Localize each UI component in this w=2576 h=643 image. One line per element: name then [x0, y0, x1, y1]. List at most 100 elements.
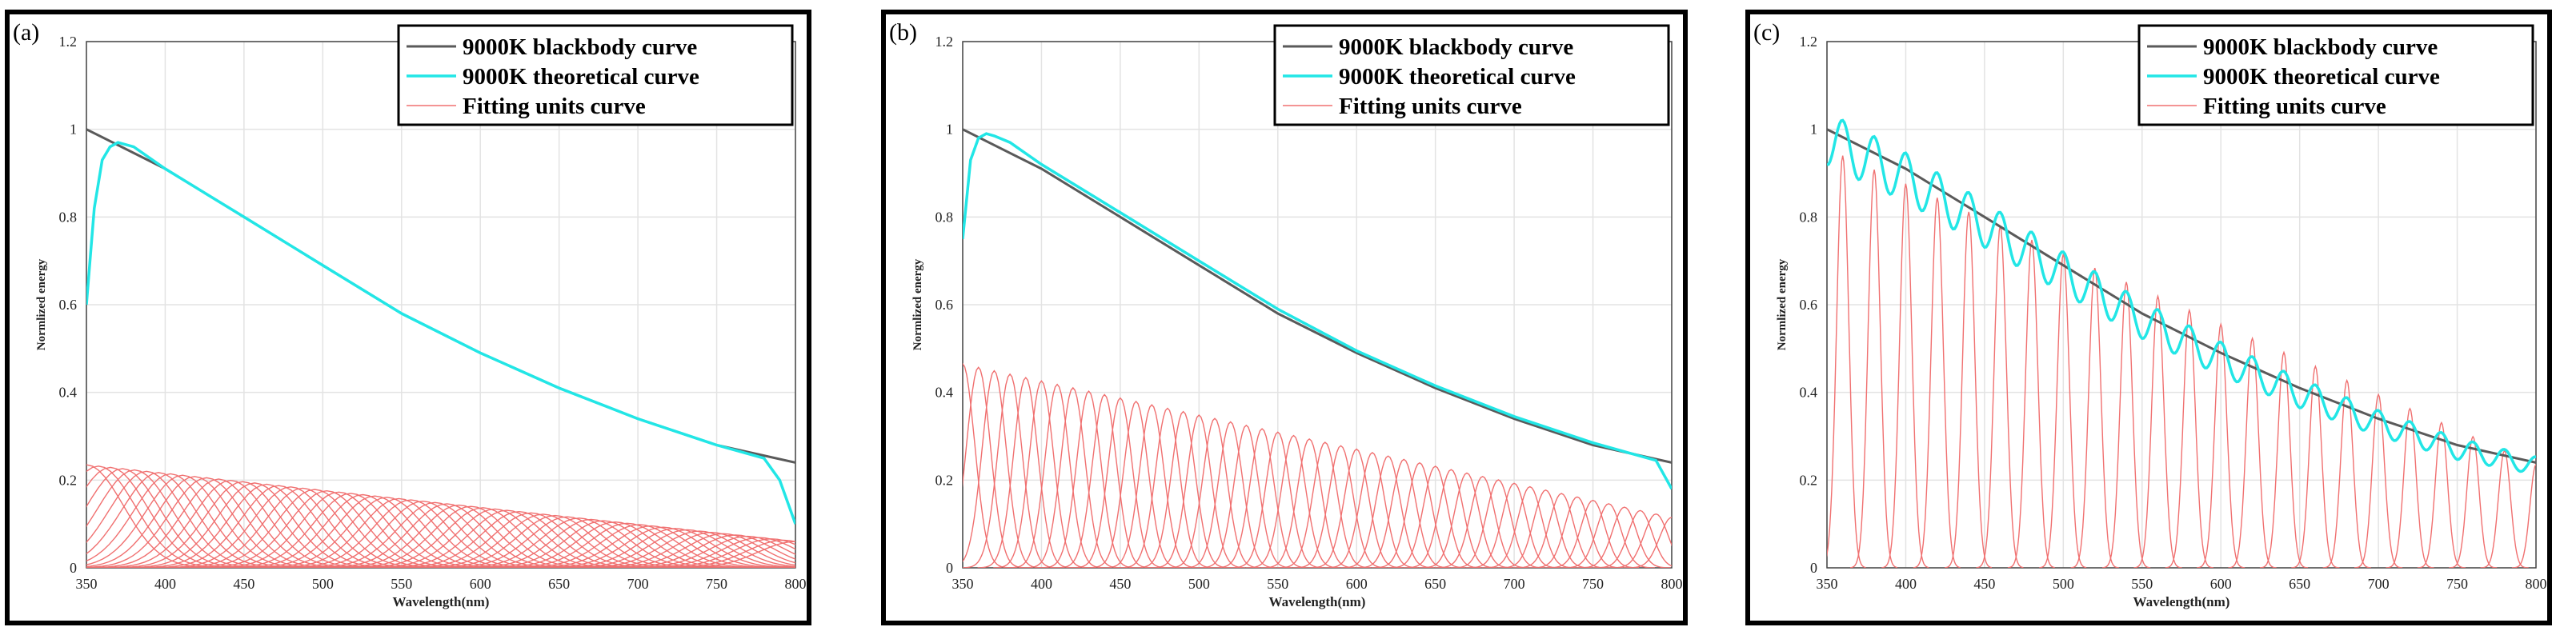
- x-tick-label: 750: [1582, 576, 1604, 592]
- fitting-unit-curve: [1040, 389, 1137, 568]
- x-tick-label: 350: [1817, 576, 1838, 592]
- fitting-unit-curve: [1576, 506, 1671, 568]
- fitting-unit-curve: [527, 528, 795, 568]
- legend-box: [397, 24, 794, 126]
- y-tick-label: 1: [70, 122, 77, 138]
- y-axis-label: Normlized energy: [35, 258, 48, 350]
- chart-c-svg: 350 400 450 500 550 600 650 700 750 800 0 0.2 0.4 0.6…: [1753, 19, 2547, 609]
- fitting-unit-curve: [1827, 155, 1866, 568]
- blackbody-curve: [963, 128, 1672, 464]
- legend-box: [1273, 24, 1670, 126]
- fitting-unit-curve: [1166, 417, 1261, 568]
- x-tick-label: 450: [1973, 576, 1995, 592]
- plot-series-group: [86, 128, 795, 568]
- y-tick-label: 0.2: [59, 472, 78, 488]
- fitting-unit-curve: [1608, 513, 1672, 568]
- fitting-unit-curve: [1371, 461, 1466, 568]
- fitting-unit-curve: [648, 541, 795, 568]
- x-tick-label: 650: [548, 576, 570, 592]
- y-tick-label: 0.4: [59, 385, 78, 401]
- fitting-unit-curve: [2165, 308, 2213, 568]
- fitting-unit-curve: [1592, 509, 1672, 568]
- fitting-unit-curve: [1418, 472, 1513, 568]
- legend-entry: 9000K theoretical curve: [1339, 64, 1576, 90]
- fitting-unit-curve: [1024, 386, 1121, 568]
- legend-entry: Fitting units curve: [463, 94, 646, 119]
- fitting-unit-curve: [963, 373, 1059, 568]
- fitting-unit-curve: [1276, 441, 1372, 568]
- fitting-unit-curve: [1623, 517, 1672, 568]
- fitting-unit-curve: [2386, 407, 2434, 568]
- fitting-unit-curve: [1450, 479, 1545, 568]
- fitting-unit-curve: [1135, 410, 1232, 568]
- fitting-unit-curve: [2070, 267, 2119, 568]
- fitting-unit-curve: [993, 380, 1090, 568]
- y-tick-label: 0: [946, 560, 953, 576]
- theoretical-curve: [86, 141, 795, 525]
- x-tick-label: 800: [1661, 576, 1683, 592]
- y-tick-label: 0.6: [1800, 297, 1818, 313]
- fitting-unit-curve: [977, 376, 1075, 568]
- fitting-unit-curve: [1881, 183, 1929, 568]
- fitting-unit-curve: [1324, 452, 1419, 568]
- legend-box: [2137, 24, 2534, 126]
- y-tick-label: 1.2: [935, 34, 954, 50]
- fitting-unit-curve: [479, 522, 775, 568]
- fitting-unit-curve: [2480, 449, 2529, 568]
- chart-panel-c: 350 400 450 500 550 600 650 700 750 800 0 0.2 0.4 0.6…: [1745, 10, 2552, 625]
- y-tick-label: 0.8: [935, 209, 954, 225]
- fitting-unit-curve: [467, 521, 763, 568]
- fitting-unit-curve: [963, 369, 1043, 568]
- x-tick-label: 600: [2210, 576, 2232, 592]
- x-tick-label: 350: [76, 576, 98, 592]
- x-tick-label: 700: [2368, 576, 2390, 592]
- fitting-unit-curve: [1229, 431, 1324, 568]
- fitting-unit-curve: [963, 366, 1027, 568]
- fitting-unit-curve: [1261, 437, 1356, 568]
- blackbody-curve: [1827, 128, 2536, 464]
- fitting-unit-curve: [491, 524, 787, 568]
- legend-entry: Fitting units curve: [1339, 94, 1522, 119]
- fitting-unit-curve: [1072, 397, 1169, 568]
- fitting-unit-curve: [1465, 482, 1560, 568]
- fitting-unit-curve: [1434, 475, 1529, 568]
- y-tick-label: 0.6: [935, 297, 954, 313]
- fitting-unit-curve: [539, 529, 795, 568]
- fitting-unit-curve: [2449, 435, 2498, 568]
- fitting-unit-curve: [86, 476, 343, 568]
- fitting-unit-curve: [1356, 458, 1451, 568]
- fitting-unit-curve: [1403, 469, 1497, 568]
- fitting-unit-curve: [1560, 503, 1655, 568]
- fitting-unit-curve: [1119, 407, 1216, 568]
- x-tick-label: 800: [2526, 576, 2547, 592]
- fitting-unit-curve: [1512, 493, 1608, 568]
- x-tick-label: 650: [2289, 576, 2310, 592]
- fitting-unit-curve: [1182, 421, 1277, 568]
- y-axis-label: Normlized energy: [1776, 258, 1789, 350]
- x-tick-label: 500: [312, 576, 334, 592]
- x-tick-label: 350: [952, 576, 974, 592]
- blackbody-curve: [86, 128, 795, 464]
- y-tick-label: 0.4: [1800, 385, 1818, 401]
- y-tick-label: 0.2: [935, 472, 954, 488]
- y-tick-label: 1: [1810, 122, 1817, 138]
- x-tick-label: 700: [627, 576, 649, 592]
- fitting-unit-curve: [1528, 496, 1624, 568]
- panel-label: (b): [889, 19, 917, 46]
- fitting-unit-curve: [1497, 489, 1592, 568]
- x-tick-label: 500: [1188, 576, 1210, 592]
- fitting-unit-curve: [86, 466, 258, 568]
- y-tick-label: 1.2: [1800, 34, 1818, 50]
- fitting-unit-curve: [1849, 169, 1898, 568]
- fitting-unit-curve: [86, 472, 306, 568]
- fitting-unit-curve: [1308, 448, 1403, 568]
- x-tick-label: 450: [1109, 576, 1131, 592]
- fitting-unit-curve: [2291, 365, 2340, 568]
- fitting-unit-curve: [1544, 499, 1640, 568]
- fitting-unit-curve: [1198, 424, 1293, 568]
- x-tick-label: 650: [1424, 576, 1446, 592]
- x-tick-label: 550: [1267, 576, 1288, 592]
- x-tick-label: 700: [1504, 576, 1525, 592]
- x-tick-label: 400: [154, 576, 176, 592]
- legend-entry: 9000K blackbody curve: [2203, 34, 2438, 60]
